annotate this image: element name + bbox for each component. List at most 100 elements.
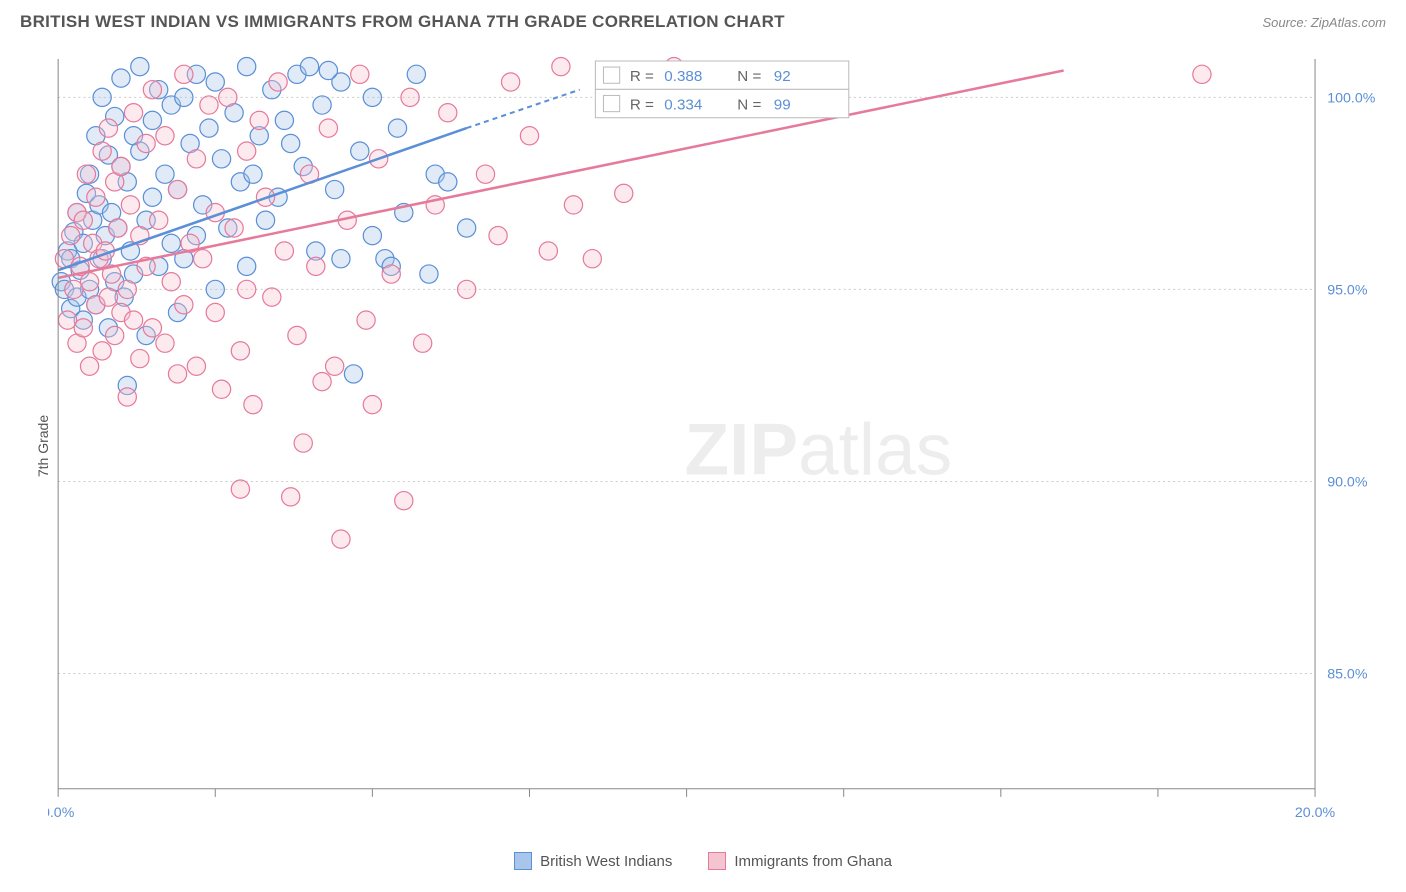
data-point (476, 165, 494, 183)
data-point (313, 372, 331, 390)
svg-text:85.0%: 85.0% (1327, 667, 1368, 683)
data-point (282, 488, 300, 506)
data-point (131, 349, 149, 367)
data-point (552, 58, 570, 76)
svg-text:90.0%: 90.0% (1327, 475, 1368, 491)
data-point (439, 104, 457, 122)
trend-line (58, 128, 466, 270)
data-point (194, 250, 212, 268)
data-point (502, 73, 520, 91)
plot-area: 85.0%90.0%95.0%100.0% ZIPatlas 0.0%20.0%… (48, 48, 1386, 820)
data-point (263, 288, 281, 306)
data-point (124, 311, 142, 329)
data-point (1193, 65, 1211, 83)
legend-item-bwi: British West Indians (514, 852, 672, 870)
data-point (231, 480, 249, 498)
data-point (118, 280, 136, 298)
data-point (112, 69, 130, 87)
data-point (93, 342, 111, 360)
data-point (458, 280, 476, 298)
data-point (143, 111, 161, 129)
data-point (489, 227, 507, 245)
legend-label: British West Indians (540, 853, 672, 870)
data-point (168, 180, 186, 198)
svg-text:100.0%: 100.0% (1327, 90, 1376, 106)
svg-text:20.0%: 20.0% (1295, 805, 1336, 820)
data-point (137, 134, 155, 152)
data-point (212, 150, 230, 168)
data-point (275, 242, 293, 260)
data-point (388, 119, 406, 137)
data-point (407, 65, 425, 83)
data-point (93, 88, 111, 106)
scatter-chart: 85.0%90.0%95.0%100.0% ZIPatlas 0.0%20.0%… (48, 48, 1386, 820)
data-point (124, 104, 142, 122)
data-point (307, 257, 325, 275)
data-point (99, 119, 117, 137)
data-point (93, 142, 111, 160)
data-point (112, 157, 130, 175)
data-point (99, 288, 117, 306)
data-point (382, 265, 400, 283)
data-point (162, 234, 180, 252)
data-point (357, 311, 375, 329)
data-point (225, 219, 243, 237)
data-point (344, 365, 362, 383)
data-point (313, 96, 331, 114)
data-point (332, 250, 350, 268)
data-point (615, 184, 633, 202)
data-point (187, 357, 205, 375)
data-point (156, 127, 174, 145)
data-point (282, 134, 300, 152)
data-point (319, 119, 337, 137)
svg-text:95.0%: 95.0% (1327, 282, 1368, 298)
data-point (231, 342, 249, 360)
data-point (143, 188, 161, 206)
data-point (351, 65, 369, 83)
svg-text:R =: R = (630, 97, 654, 114)
data-point (420, 265, 438, 283)
data-point (156, 334, 174, 352)
data-point (150, 211, 168, 229)
svg-text:99: 99 (774, 97, 791, 114)
data-point (212, 380, 230, 398)
data-point (219, 88, 237, 106)
data-point (294, 434, 312, 452)
data-point (332, 530, 350, 548)
chart-title: BRITISH WEST INDIAN VS IMMIGRANTS FROM G… (20, 12, 785, 32)
data-point (319, 61, 337, 79)
data-point (244, 396, 262, 414)
svg-text:0.334: 0.334 (664, 97, 702, 114)
data-point (156, 165, 174, 183)
legend-item-ghana: Immigrants from Ghana (708, 852, 892, 870)
data-point (121, 196, 139, 214)
data-point (143, 319, 161, 337)
data-point (300, 58, 318, 76)
correlation-stat-row: R = 0.334 N = 99 (595, 89, 848, 117)
data-point (363, 227, 381, 245)
data-point (87, 188, 105, 206)
data-point (62, 227, 80, 245)
data-point (175, 296, 193, 314)
svg-text:N =: N = (737, 97, 761, 114)
data-point (288, 326, 306, 344)
data-point (439, 173, 457, 191)
data-point (583, 250, 601, 268)
source-attribution: Source: ZipAtlas.com (1262, 15, 1386, 30)
data-point (238, 142, 256, 160)
data-point (326, 357, 344, 375)
data-point (238, 257, 256, 275)
data-point (175, 65, 193, 83)
legend: British West Indians Immigrants from Gha… (0, 852, 1406, 870)
trend-line-extrapolated (467, 90, 580, 128)
data-point (206, 303, 224, 321)
data-point (206, 280, 224, 298)
data-point (326, 180, 344, 198)
data-point (109, 219, 127, 237)
data-point (395, 492, 413, 510)
data-point (275, 111, 293, 129)
data-point (520, 127, 538, 145)
data-point (80, 357, 98, 375)
svg-text:R =: R = (630, 68, 654, 85)
data-point (539, 242, 557, 260)
